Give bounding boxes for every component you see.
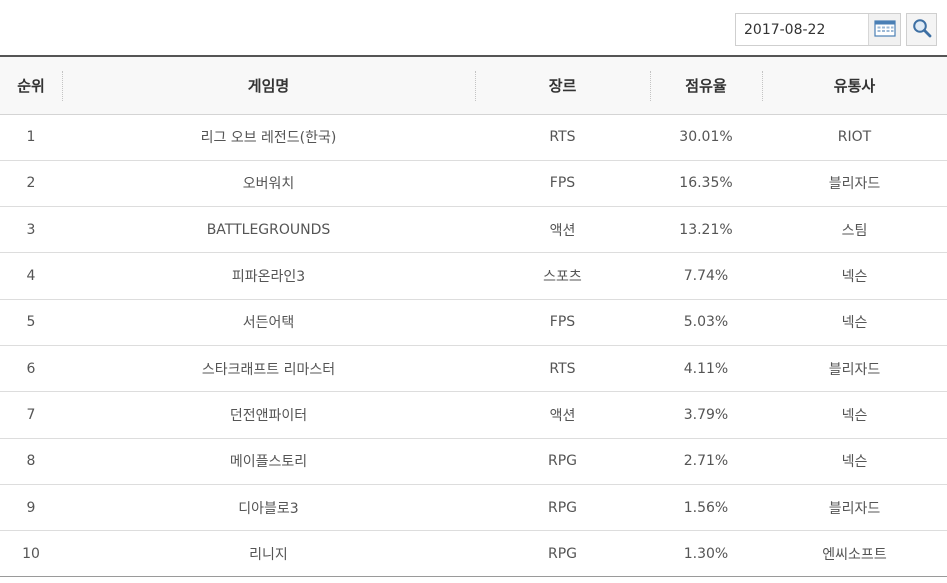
table-row: 1 리그 오브 레전드(한국) RTS 30.01% RIOT bbox=[0, 114, 947, 161]
game-name-cell: 리니지 bbox=[62, 530, 475, 578]
publisher-cell: RIOT bbox=[762, 114, 947, 161]
search-icon bbox=[912, 18, 932, 42]
rank-cell: 4 bbox=[0, 252, 62, 300]
column-divider bbox=[62, 71, 63, 101]
genre-cell: 스포츠 bbox=[475, 252, 650, 300]
table-row: 9 디아블로3 RPG 1.56% 블리자드 bbox=[0, 484, 947, 532]
publisher-cell: 넥슨 bbox=[762, 299, 947, 346]
rank-cell: 8 bbox=[0, 438, 62, 485]
calendar-button[interactable] bbox=[868, 14, 900, 45]
toolbar bbox=[0, 0, 947, 56]
rank-cell: 1 bbox=[0, 114, 62, 161]
game-name-cell: 스타크래프트 리마스터 bbox=[62, 345, 475, 393]
game-name-cell: 서든어택 bbox=[62, 299, 475, 346]
game-name-cell: 리그 오브 레전드(한국) bbox=[62, 114, 475, 161]
rank-cell: 3 bbox=[0, 206, 62, 254]
table-row: 8 메이플스토리 RPG 2.71% 넥슨 bbox=[0, 438, 947, 485]
share-cell: 30.01% bbox=[650, 114, 762, 161]
table-row: 3 BATTLEGROUNDS 액션 13.21% 스팀 bbox=[0, 206, 947, 254]
rank-cell: 10 bbox=[0, 530, 62, 578]
header-genre: 장르 bbox=[475, 56, 650, 115]
header-rank: 순위 bbox=[0, 56, 62, 115]
table-row: 10 리니지 RPG 1.30% 엔씨소프트 bbox=[0, 530, 947, 578]
genre-cell: RPG bbox=[475, 530, 650, 578]
genre-cell: RPG bbox=[475, 484, 650, 532]
header-publisher: 유통사 bbox=[762, 56, 947, 115]
share-cell: 5.03% bbox=[650, 299, 762, 346]
genre-cell: 액션 bbox=[475, 391, 650, 439]
game-name-cell: 디아블로3 bbox=[62, 484, 475, 532]
publisher-cell: 넥슨 bbox=[762, 391, 947, 439]
game-name-cell: 메이플스토리 bbox=[62, 438, 475, 485]
table-row: 6 스타크래프트 리마스터 RTS 4.11% 블리자드 bbox=[0, 345, 947, 393]
share-cell: 7.74% bbox=[650, 252, 762, 300]
genre-cell: RTS bbox=[475, 345, 650, 393]
column-divider bbox=[650, 71, 651, 101]
table-row: 7 던전앤파이터 액션 3.79% 넥슨 bbox=[0, 391, 947, 439]
publisher-cell: 넥슨 bbox=[762, 438, 947, 485]
game-name-cell: 던전앤파이터 bbox=[62, 391, 475, 439]
share-cell: 13.21% bbox=[650, 206, 762, 254]
table-header-row: 순위 게임명 장르 점유율 유통사 bbox=[0, 56, 947, 115]
publisher-cell: 블리자드 bbox=[762, 160, 947, 208]
column-divider bbox=[475, 71, 476, 101]
share-cell: 16.35% bbox=[650, 160, 762, 208]
rank-cell: 2 bbox=[0, 160, 62, 208]
table-row: 5 서든어택 FPS 5.03% 넥슨 bbox=[0, 299, 947, 346]
share-cell: 1.56% bbox=[650, 484, 762, 532]
genre-cell: RTS bbox=[475, 114, 650, 161]
column-divider bbox=[762, 71, 763, 101]
genre-cell: RPG bbox=[475, 438, 650, 485]
publisher-cell: 블리자드 bbox=[762, 484, 947, 532]
rank-cell: 9 bbox=[0, 484, 62, 532]
header-share-label: 점유율 bbox=[685, 76, 727, 95]
header-publisher-label: 유통사 bbox=[833, 76, 876, 95]
header-genre-label: 장르 bbox=[548, 76, 577, 95]
genre-cell: FPS bbox=[475, 160, 650, 208]
rank-cell: 6 bbox=[0, 345, 62, 393]
search-button[interactable] bbox=[906, 13, 937, 46]
share-cell: 2.71% bbox=[650, 438, 762, 485]
publisher-cell: 넥슨 bbox=[762, 252, 947, 300]
header-game: 게임명 bbox=[62, 56, 475, 115]
genre-cell: FPS bbox=[475, 299, 650, 346]
share-cell: 1.30% bbox=[650, 530, 762, 578]
publisher-cell: 엔씨소프트 bbox=[762, 530, 947, 578]
calendar-icon bbox=[873, 19, 896, 41]
share-cell: 3.79% bbox=[650, 391, 762, 439]
genre-cell: 액션 bbox=[475, 206, 650, 254]
publisher-cell: 스팀 bbox=[762, 206, 947, 254]
share-cell: 4.11% bbox=[650, 345, 762, 393]
header-game-label: 게임명 bbox=[247, 76, 290, 95]
publisher-cell: 블리자드 bbox=[762, 345, 947, 393]
table-row: 4 피파온라인3 스포츠 7.74% 넥슨 bbox=[0, 252, 947, 300]
game-name-cell: 오버워치 bbox=[62, 160, 475, 208]
game-name-cell: 피파온라인3 bbox=[62, 252, 475, 300]
header-share: 점유율 bbox=[650, 56, 762, 115]
table-row: 2 오버워치 FPS 16.35% 블리자드 bbox=[0, 160, 947, 208]
game-ranking-table: 순위 게임명 장르 점유율 유통사 1 리그 오브 레전드(한국) RTS 30… bbox=[0, 55, 947, 578]
rank-cell: 7 bbox=[0, 391, 62, 439]
game-name-cell: BATTLEGROUNDS bbox=[62, 206, 475, 254]
rank-cell: 5 bbox=[0, 299, 62, 346]
